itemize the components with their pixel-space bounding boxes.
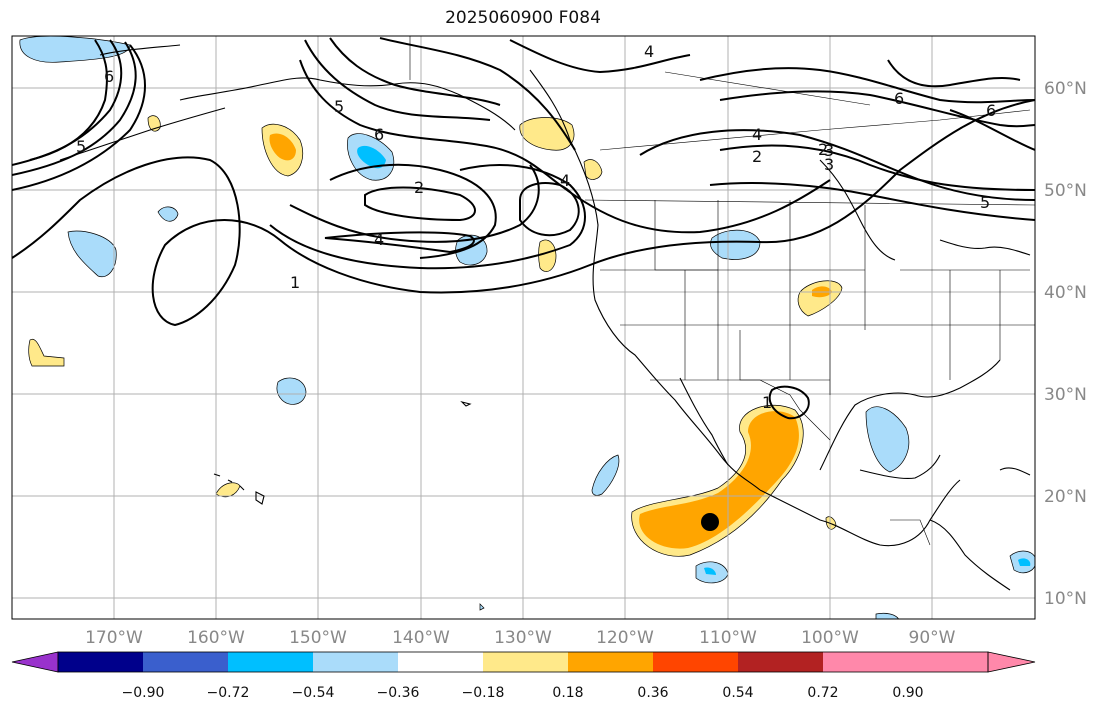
lat-tick-label: 20°N: [1044, 487, 1087, 507]
colorbar-tick-label: −0.54: [292, 685, 335, 701]
colorbar-tick-label: 0.90: [892, 685, 923, 701]
colorbar-tick-label: −0.72: [207, 685, 250, 701]
contour-label: 3: [824, 155, 834, 174]
longitude-labels: 170°W 160°W 150°W 140°W 130°W 120°W 110°…: [85, 628, 956, 648]
contour-label: 5: [334, 97, 344, 116]
colorbar-segment: [568, 652, 653, 672]
lat-tick-label: 50°N: [1044, 181, 1087, 201]
lon-tick-label: 140°W: [392, 628, 450, 648]
map-frame: [11, 35, 1036, 620]
contour-label: 6: [374, 125, 384, 144]
contour-labels: 6 4 3 2 1 5 6 2 4 4 2 4 3 6 6 5 5 1: [76, 42, 996, 412]
contour-label: 4: [560, 171, 570, 190]
contour-label: 5: [76, 137, 86, 156]
lon-tick-label: 160°W: [187, 628, 245, 648]
lon-tick-label: 150°W: [289, 628, 347, 648]
contour-label: 1: [290, 273, 300, 292]
colorbar-tick-label: 0.54: [722, 685, 753, 701]
graticule: [12, 36, 1035, 619]
colorbar-tick-label: 0.18: [552, 685, 583, 701]
colorbar-tick-label: 0.36: [637, 685, 668, 701]
contour-label: 1: [762, 393, 772, 412]
colorbar-tick-label: −0.36: [377, 685, 420, 701]
low-center-marker: [701, 513, 719, 531]
contour-label: 4: [374, 230, 384, 249]
contour-label: 2: [414, 178, 424, 197]
colorbar-segment: [908, 652, 988, 672]
colorbar-segment: [653, 652, 738, 672]
colorbar-extend-left: [11, 651, 59, 673]
colorbar-segment: [228, 652, 313, 672]
contour-label: 6: [894, 89, 904, 108]
colorbar-segment: [58, 652, 143, 672]
latitude-labels: 60°N 50°N 40°N 30°N 20°N 10°N: [1044, 79, 1087, 609]
colorbar-tick-label: −0.90: [122, 685, 165, 701]
colorbar-segment: [738, 652, 823, 672]
contour-label: 3: [824, 141, 834, 160]
lon-tick-label: 170°W: [85, 628, 143, 648]
colorbar-tick-label: −0.18: [462, 685, 505, 701]
colorbar-segment: [398, 652, 483, 672]
lon-tick-label: 110°W: [699, 628, 757, 648]
colorbar-segment: [313, 652, 398, 672]
contour-label: 5: [980, 193, 990, 212]
colorbar-extend-right: [987, 651, 1036, 673]
contour-lines: [12, 37, 1035, 420]
lon-tick-label: 90°W: [909, 628, 956, 648]
contour-label: 2: [818, 140, 828, 159]
lat-tick-label: 40°N: [1044, 283, 1087, 303]
coastlines: [59, 44, 1031, 591]
contour-label: 6: [104, 67, 114, 86]
borders: [409, 36, 1035, 546]
lat-tick-label: 60°N: [1044, 79, 1087, 99]
contour-label: 4: [644, 42, 654, 61]
lon-tick-label: 100°W: [801, 628, 859, 648]
colorbar-segment: [143, 652, 228, 672]
contour-label: 6: [986, 101, 996, 120]
colorbar-tick-label: 0.72: [807, 685, 838, 701]
colorbar-segment: [483, 652, 568, 672]
contour-label: 2: [752, 147, 762, 166]
colorbar-segment: [823, 652, 908, 672]
lon-tick-label: 120°W: [596, 628, 654, 648]
lon-tick-label: 130°W: [494, 628, 552, 648]
lat-tick-label: 30°N: [1044, 385, 1087, 405]
map-title: 2025060900 F084: [445, 8, 601, 28]
contour-label: 4: [752, 125, 762, 144]
lat-tick-label: 10°N: [1044, 589, 1087, 609]
colorbar: −0.90 −0.72 −0.54 −0.36 −0.18 0.18 0.36 …: [11, 651, 1036, 701]
